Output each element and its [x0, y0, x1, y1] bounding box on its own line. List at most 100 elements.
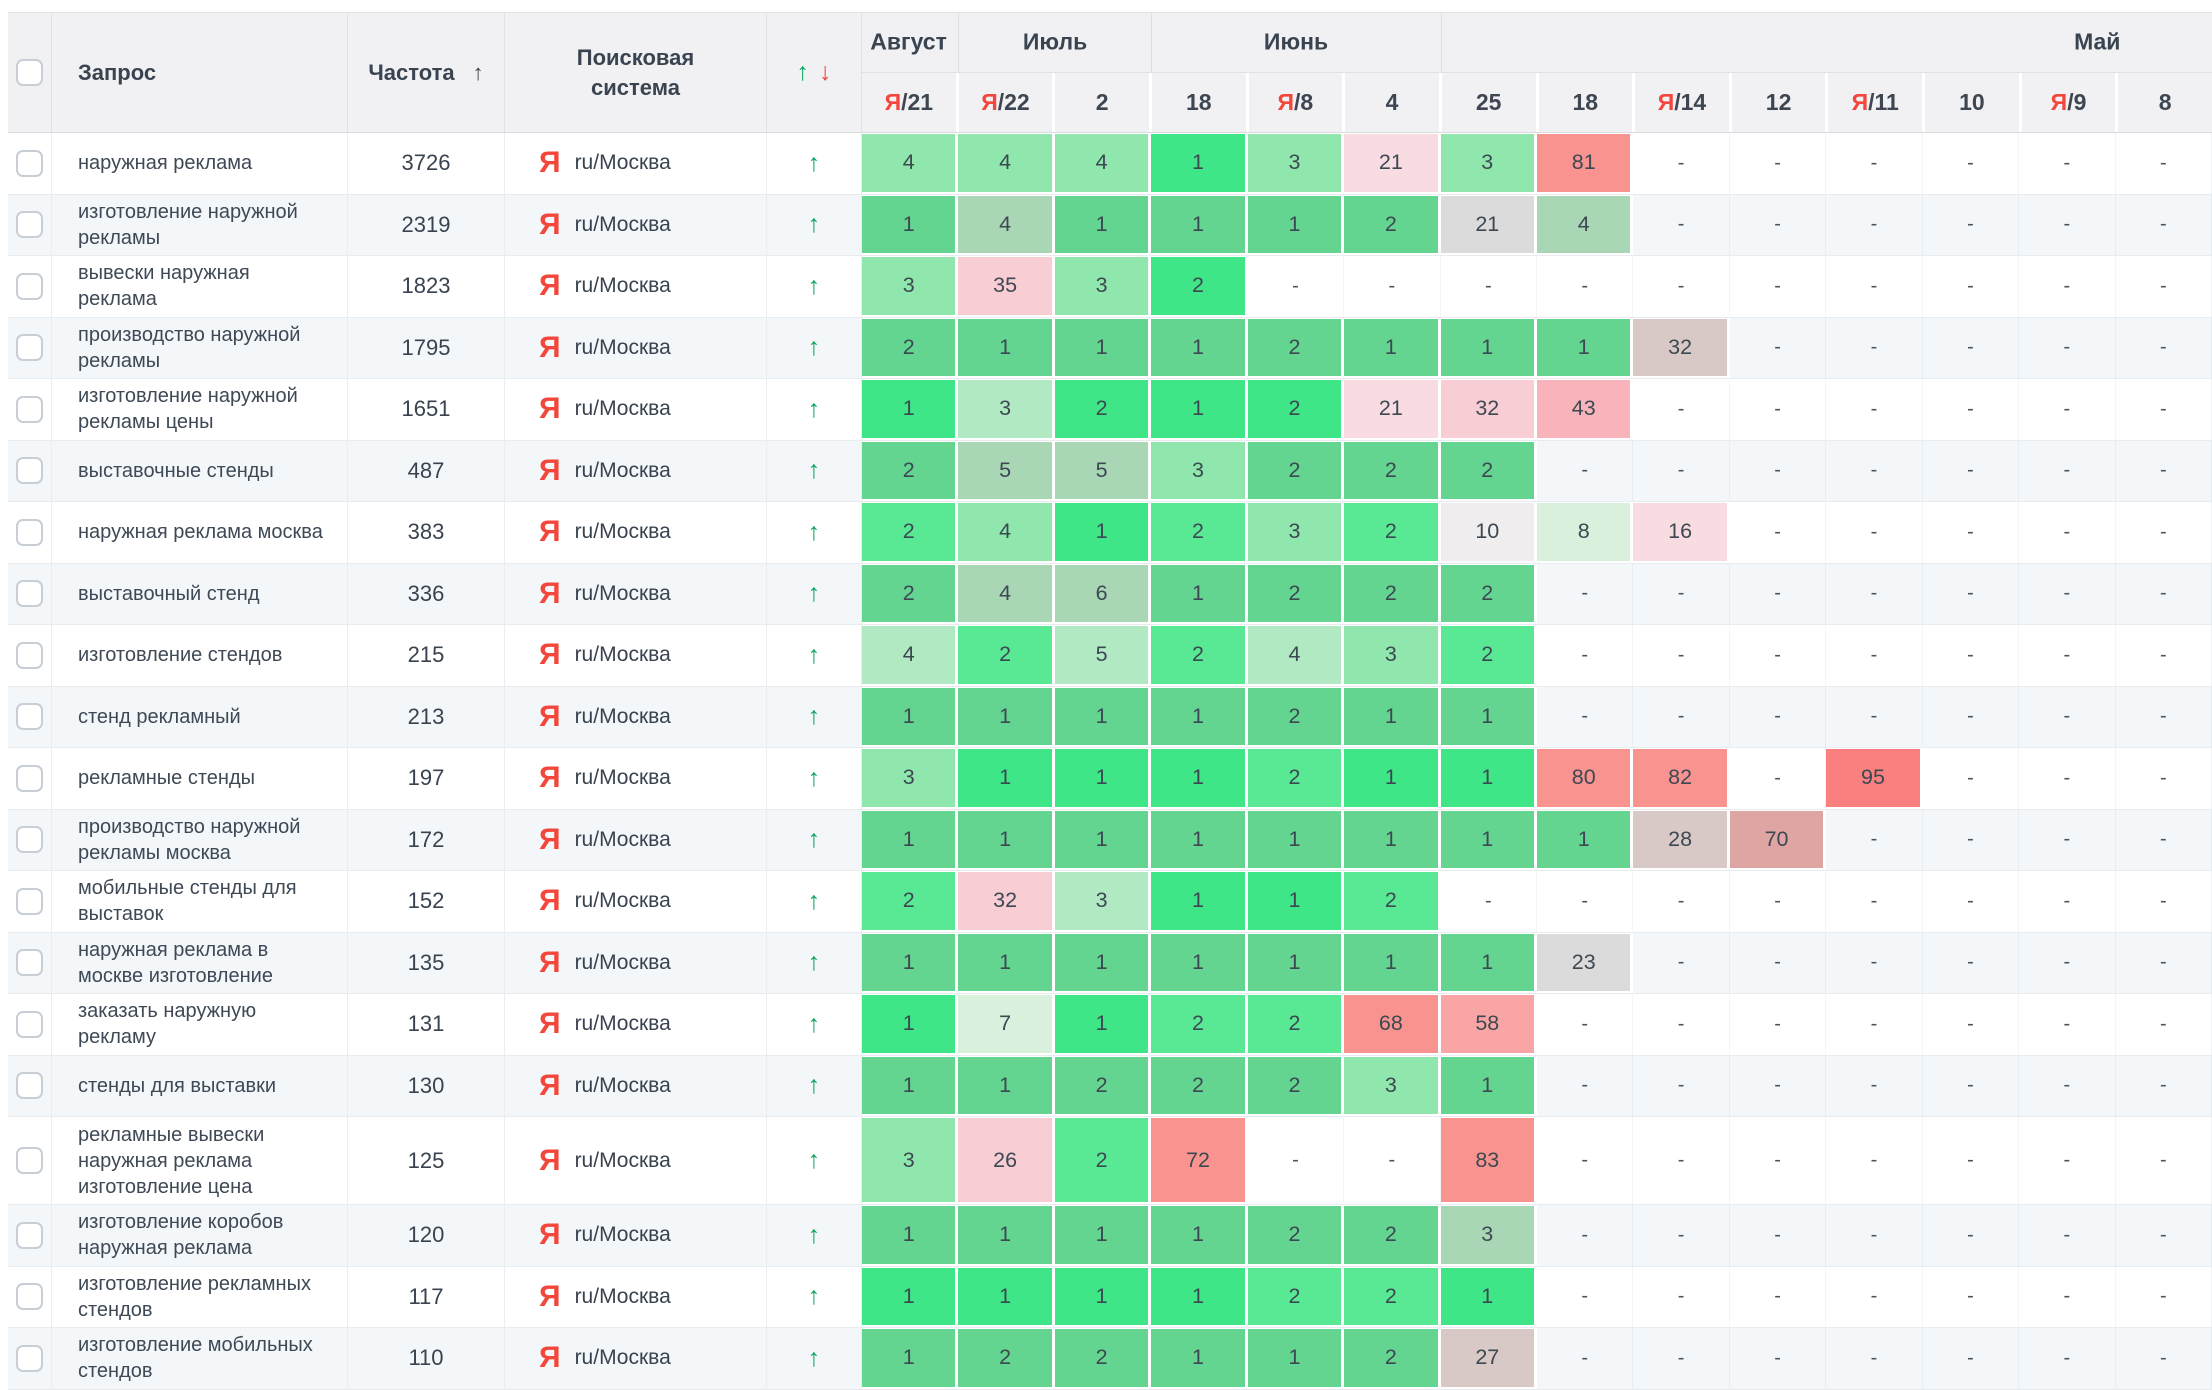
date-column-header[interactable]: 4 [1345, 72, 1439, 132]
row-checkbox[interactable] [16, 149, 43, 177]
position-cell[interactable]: 1 [1054, 686, 1152, 747]
position-cell[interactable]: 2 [1247, 563, 1345, 624]
position-cell[interactable]: 1 [1151, 379, 1248, 440]
position-cell[interactable]: 26 [958, 1117, 1055, 1204]
date-column-header[interactable]: Я/21 [862, 72, 956, 132]
position-cell[interactable]: 6 [1054, 563, 1152, 624]
position-cell[interactable]: 1 [958, 1055, 1055, 1116]
query-cell[interactable]: изготовление мобильных стендов [52, 1328, 348, 1389]
position-cell[interactable]: 1 [1054, 1205, 1152, 1266]
position-cell[interactable]: 4 [958, 133, 1055, 194]
position-cell[interactable]: 1 [1054, 748, 1152, 809]
row-checkbox[interactable] [16, 887, 43, 915]
position-cell[interactable]: 2 [1151, 625, 1248, 686]
position-cell[interactable]: 2 [1151, 502, 1248, 563]
position-cell[interactable]: 1 [1344, 317, 1441, 378]
position-cell[interactable]: 1 [862, 932, 959, 993]
position-cell[interactable]: 1 [1440, 686, 1537, 747]
position-cell[interactable]: 4 [958, 194, 1055, 255]
position-cell[interactable]: 8 [1537, 502, 1634, 563]
position-cell[interactable]: 1 [1054, 502, 1152, 563]
row-checkbox[interactable] [16, 1221, 43, 1249]
position-cell[interactable]: 2 [1247, 686, 1345, 747]
date-column-header[interactable]: 8 [2118, 72, 2212, 132]
position-cell[interactable]: 2 [1151, 256, 1248, 317]
position-cell[interactable]: 21 [1344, 133, 1441, 194]
position-cell[interactable]: 32 [958, 871, 1055, 932]
position-cell[interactable]: 2 [958, 1328, 1055, 1389]
position-cell[interactable]: 1 [1440, 932, 1537, 993]
date-column-header[interactable]: Я/11 [1828, 72, 1923, 132]
query-cell[interactable]: изготовление рекламных стендов [52, 1266, 348, 1327]
query-cell[interactable]: производство наружной рекламы москва [52, 809, 348, 870]
position-cell[interactable]: 1 [1151, 932, 1248, 993]
position-cell[interactable]: 1 [862, 1266, 959, 1327]
position-cell[interactable]: 3 [862, 748, 959, 809]
position-cell[interactable]: 1 [862, 379, 959, 440]
position-cell[interactable]: 2 [1344, 871, 1441, 932]
row-checkbox[interactable] [16, 826, 43, 854]
query-cell[interactable]: стенды для выставки [52, 1055, 348, 1116]
position-cell[interactable]: 5 [1054, 440, 1152, 501]
row-checkbox[interactable] [16, 334, 43, 362]
position-cell[interactable]: 3 [958, 379, 1055, 440]
position-cell[interactable]: 1 [958, 748, 1055, 809]
position-cell[interactable]: 1 [958, 686, 1055, 747]
position-cell[interactable]: 1 [1344, 932, 1441, 993]
row-checkbox[interactable] [16, 518, 43, 546]
position-cell[interactable]: 1 [1151, 1328, 1248, 1389]
col-header-engine[interactable]: Поисковая система [505, 13, 767, 132]
query-cell[interactable]: стенд рекламный [52, 686, 348, 747]
query-cell[interactable]: выставочные стенды [52, 440, 348, 501]
row-checkbox[interactable] [16, 457, 43, 485]
query-cell[interactable]: изготовление коробов наружная реклама [52, 1205, 348, 1266]
position-cell[interactable]: 1 [1440, 317, 1537, 378]
position-cell[interactable]: 1 [1151, 1266, 1248, 1327]
row-checkbox[interactable] [16, 272, 43, 300]
position-cell[interactable]: 80 [1537, 748, 1634, 809]
query-cell[interactable]: изготовление стендов [52, 625, 348, 686]
position-cell[interactable]: 1 [862, 809, 959, 870]
position-cell[interactable]: 2 [862, 440, 959, 501]
position-cell[interactable]: 3 [1247, 502, 1345, 563]
position-cell[interactable]: 1 [1440, 809, 1537, 870]
query-cell[interactable]: изготовление наружной рекламы [52, 194, 348, 255]
position-cell[interactable]: 1 [862, 1205, 959, 1266]
query-cell[interactable]: заказать наружную рекламу [52, 994, 348, 1055]
col-header-trend[interactable]: ↑ ↓ [767, 13, 862, 132]
position-cell[interactable]: 1 [1054, 194, 1152, 255]
position-cell[interactable]: 1 [1151, 1205, 1248, 1266]
date-column-header[interactable]: 12 [1731, 72, 1826, 132]
position-cell[interactable]: 1 [1151, 748, 1248, 809]
position-cell[interactable]: 2 [862, 502, 959, 563]
position-cell[interactable]: 2 [1247, 1205, 1345, 1266]
position-cell[interactable]: 21 [1344, 379, 1441, 440]
position-cell[interactable]: 1 [1440, 1055, 1537, 1116]
position-cell[interactable]: 1 [1247, 932, 1345, 993]
position-cell[interactable]: 2 [1344, 194, 1441, 255]
query-cell[interactable]: рекламные вывески наружная реклама изгот… [52, 1117, 348, 1204]
position-cell[interactable]: 70 [1729, 809, 1827, 870]
row-checkbox[interactable] [16, 211, 43, 239]
position-cell[interactable]: 1 [958, 932, 1055, 993]
position-cell[interactable]: 2 [1151, 994, 1248, 1055]
date-column-header[interactable]: Я/22 [958, 72, 1053, 132]
position-cell[interactable]: 1 [1344, 748, 1441, 809]
date-column-header[interactable]: 18 [1151, 72, 1246, 132]
date-column-header[interactable]: 18 [1538, 72, 1633, 132]
row-checkbox[interactable] [16, 1344, 43, 1372]
position-cell[interactable]: 2 [1344, 1205, 1441, 1266]
row-checkbox[interactable] [16, 395, 43, 423]
position-cell[interactable]: 3 [862, 1117, 959, 1204]
position-cell[interactable]: 4 [958, 502, 1055, 563]
position-cell[interactable]: 3 [1247, 133, 1345, 194]
position-cell[interactable]: 1 [1247, 1328, 1345, 1389]
col-header-query[interactable]: Запрос [52, 13, 348, 132]
position-cell[interactable]: 1 [862, 1055, 959, 1116]
position-cell[interactable]: 1 [1247, 871, 1345, 932]
position-cell[interactable]: 43 [1537, 379, 1634, 440]
position-cell[interactable]: 2 [1247, 1266, 1345, 1327]
position-cell[interactable]: 2 [862, 563, 959, 624]
row-checkbox[interactable] [16, 703, 43, 731]
position-cell[interactable]: 7 [958, 994, 1055, 1055]
